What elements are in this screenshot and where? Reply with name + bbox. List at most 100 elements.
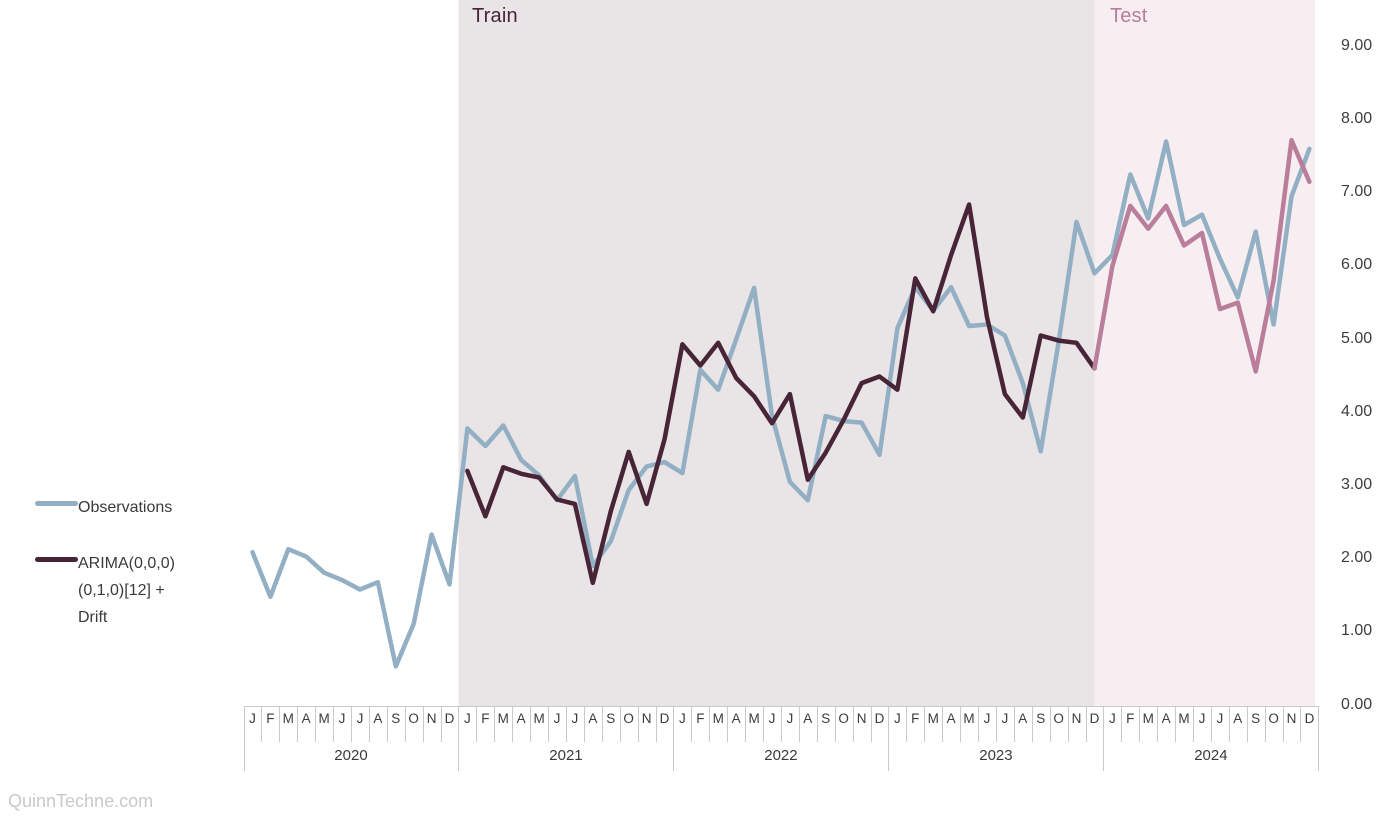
y-axis-tick-label: 5.00 xyxy=(1341,329,1373,347)
month-label: M xyxy=(1142,711,1154,726)
month-label: M xyxy=(927,711,939,726)
y-axis-tick-label: 4.00 xyxy=(1341,402,1373,420)
month-label: J xyxy=(894,711,901,726)
month-label: D xyxy=(1089,711,1100,726)
month-tick xyxy=(1246,706,1248,742)
month-tick xyxy=(816,706,818,742)
month-tick xyxy=(1049,706,1051,742)
month-label: M xyxy=(712,711,724,726)
month-label: J xyxy=(1198,711,1206,726)
month-tick xyxy=(978,706,979,742)
month-label: D xyxy=(874,711,885,726)
month-tick xyxy=(333,706,335,742)
month-tick xyxy=(261,706,263,742)
month-tick xyxy=(1210,706,1212,742)
month-label: M xyxy=(533,711,545,726)
month-tick xyxy=(1157,706,1159,742)
month-label: S xyxy=(821,711,831,726)
legend-item-arima[interactable]: ARIMA(0,0,0) (0,1,0)[12] + Drift xyxy=(35,550,205,631)
month-label: M xyxy=(318,711,330,726)
month-tick xyxy=(1192,706,1194,742)
month-tick xyxy=(350,706,352,742)
legend-item-observations[interactable]: Observations xyxy=(35,494,205,521)
year-tick xyxy=(1318,706,1320,771)
month-tick xyxy=(727,706,729,742)
month-tick xyxy=(995,706,997,742)
month-tick xyxy=(637,706,639,742)
month-tick xyxy=(655,706,657,742)
month-label: O xyxy=(1053,711,1064,726)
year-tick xyxy=(458,706,460,771)
month-tick xyxy=(1175,706,1177,742)
month-label: N xyxy=(641,711,652,726)
month-tick xyxy=(780,706,782,742)
month-tick xyxy=(1013,706,1015,742)
arima-forecast-line xyxy=(1092,137,1312,374)
month-label: S xyxy=(1251,711,1261,726)
month-tick xyxy=(386,706,388,742)
legend-label-arima: ARIMA(0,0,0) (0,1,0)[12] + Drift xyxy=(78,550,175,631)
month-tick xyxy=(1300,706,1302,742)
month-tick xyxy=(530,706,532,742)
month-tick xyxy=(691,706,693,742)
month-label: O xyxy=(408,711,419,726)
month-tick xyxy=(1264,706,1266,742)
test-region-label: Test xyxy=(1110,5,1148,27)
legend-label-line: ARIMA(0,0,0) xyxy=(78,555,175,572)
y-axis-tick-label: 0.00 xyxy=(1341,695,1373,713)
month-tick xyxy=(494,706,496,742)
month-label: A xyxy=(373,711,383,726)
month-label: A xyxy=(731,711,741,726)
test-band xyxy=(1094,0,1315,706)
month-label: D xyxy=(1304,711,1315,726)
year-tick xyxy=(888,706,890,771)
watermark: QuinnTechne.com xyxy=(8,791,154,811)
month-tick xyxy=(548,706,550,742)
observations-line xyxy=(250,139,1312,669)
month-label: D xyxy=(444,711,455,726)
year-label: 2023 xyxy=(979,747,1013,764)
month-label: J xyxy=(338,711,346,726)
month-label: J xyxy=(1216,711,1224,726)
month-tick xyxy=(368,706,370,742)
month-tick xyxy=(1228,706,1230,742)
month-label: N xyxy=(426,711,437,726)
month-label: O xyxy=(838,711,849,726)
month-label: O xyxy=(623,711,634,726)
month-tick xyxy=(798,706,800,742)
month-tick xyxy=(1139,706,1141,742)
month-label: A xyxy=(1161,711,1171,726)
month-label: F xyxy=(266,711,275,726)
month-tick xyxy=(924,706,926,742)
month-tick xyxy=(745,706,747,742)
month-tick xyxy=(512,706,514,742)
month-label: F xyxy=(1126,711,1135,726)
month-label: A xyxy=(301,711,311,726)
month-label: J xyxy=(983,711,991,726)
y-axis-tick-label: 1.00 xyxy=(1341,622,1373,640)
month-label: M xyxy=(748,711,760,726)
train-region-label: Train xyxy=(472,5,518,27)
y-axis-tick-label: 7.00 xyxy=(1341,183,1373,201)
legend: Observations ARIMA(0,0,0) (0,1,0)[12] + Dr… xyxy=(35,494,205,660)
observations-line-swatch xyxy=(35,501,78,506)
month-tick xyxy=(1031,706,1033,742)
month-label: A xyxy=(1018,711,1028,726)
year-tick xyxy=(1103,706,1105,771)
month-label: F xyxy=(481,711,490,726)
month-tick xyxy=(565,706,567,742)
month-tick xyxy=(942,706,944,742)
month-label: N xyxy=(856,711,867,726)
month-label: S xyxy=(1036,711,1046,726)
y-axis-tick-label: 6.00 xyxy=(1341,256,1373,274)
month-label: J xyxy=(249,711,256,726)
month-tick xyxy=(906,706,908,742)
legend-label-line: Observations xyxy=(78,499,173,516)
month-label: M xyxy=(1178,711,1190,726)
month-tick xyxy=(601,706,603,742)
month-tick xyxy=(1085,706,1087,742)
month-tick xyxy=(834,706,836,742)
month-tick xyxy=(960,706,962,742)
month-label: J xyxy=(571,711,579,726)
y-axis-tick-label: 3.00 xyxy=(1341,475,1373,493)
